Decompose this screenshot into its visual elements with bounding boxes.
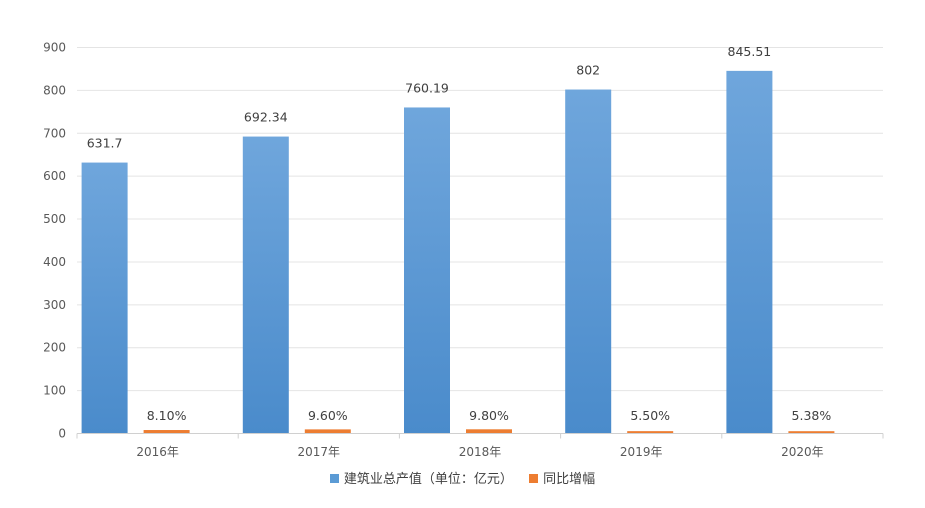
bar-output: [242, 136, 289, 434]
legend-swatch-growth: [529, 474, 539, 483]
bar-growth: [466, 429, 512, 434]
y-tick-label: 900: [43, 41, 66, 55]
x-tick-label: 2016年: [136, 445, 179, 459]
legend-label-growth: 同比增幅: [543, 472, 596, 487]
x-tick-label: 2017年: [298, 445, 341, 459]
data-label-growth: 9.80%: [469, 408, 509, 423]
gridlines: [77, 47, 883, 392]
data-label-output: 631.7: [87, 136, 123, 151]
y-tick-label: 200: [43, 341, 66, 355]
legend-item-output: 建筑业总产值（单位：亿元）: [329, 468, 513, 487]
y-tick-label: 400: [43, 255, 66, 269]
data-label-growth: 8.10%: [147, 408, 187, 423]
bars: 631.7 8.10% 692.34 9.60% 760.19 9.80% 802 5.50%…: [81, 44, 835, 434]
y-tick-label: 500: [43, 212, 66, 226]
bar-output: [81, 162, 128, 434]
y-tick-label: 800: [43, 83, 66, 97]
x-tick-label: 2018年: [459, 445, 502, 459]
x-axis: 2016年 2017年 2018年 2019年 2020年: [76, 433, 884, 459]
y-tick-label: 100: [43, 384, 66, 398]
bar-output: [726, 70, 773, 434]
bar-growth: [143, 430, 190, 434]
legend-label-output: 建筑业总产值（单位：亿元）: [343, 472, 513, 487]
y-tick-label: 300: [43, 298, 66, 312]
data-label-output: 760.19: [405, 80, 449, 95]
legend-swatch-output: [329, 474, 339, 483]
bar-output: [565, 89, 612, 434]
y-tick-label: 0: [58, 427, 66, 441]
bar-growth: [627, 431, 674, 434]
y-axis: 0 100 200 300 400 500 600 700 800 900: [43, 41, 66, 441]
x-tick-label: 2019年: [620, 445, 663, 459]
data-label-output: 845.51: [728, 44, 772, 59]
bar-growth: [788, 431, 835, 434]
y-tick-label: 700: [43, 126, 66, 140]
legend: 建筑业总产值（单位：亿元） 同比增幅: [0, 468, 925, 487]
data-label-growth: 5.38%: [792, 408, 832, 423]
data-label-growth: 5.50%: [630, 408, 670, 423]
data-label-growth: 9.60%: [308, 408, 348, 423]
x-tick-label: 2020年: [781, 445, 824, 459]
legend-item-growth: 同比增幅: [529, 468, 595, 487]
bar-growth: [304, 429, 351, 434]
data-label-output: 802: [576, 63, 600, 78]
bar-output: [404, 107, 450, 434]
y-tick-label: 600: [43, 169, 66, 183]
data-label-output: 692.34: [244, 110, 288, 125]
